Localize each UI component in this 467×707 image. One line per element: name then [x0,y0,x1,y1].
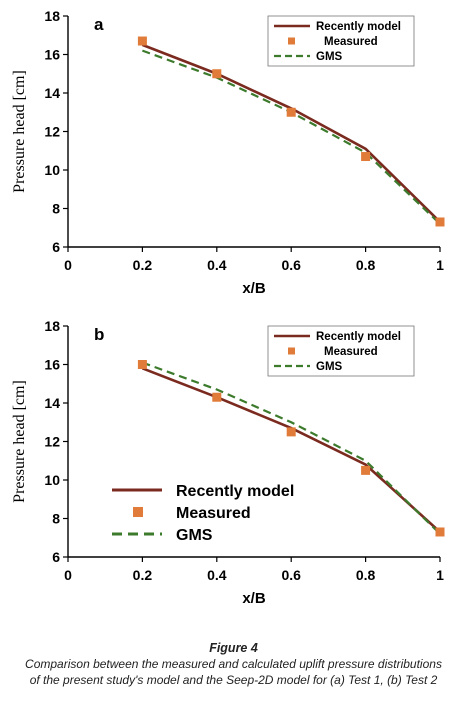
figure-caption: Figure 4 Comparison between the measured… [0,640,467,688]
panel-a-legend-entry: GMS [316,51,343,63]
panel-a-measured-point [435,217,445,227]
panel-b-y-tick-label: 14 [44,395,60,411]
panel-a-y-tick-label: 10 [44,162,60,178]
figure-label: Figure 4 [209,641,258,655]
chart-a: 6 8 10 12 14 16 18 0 0.2 0.4 0.6 0.8 1 Pressure head … [11,8,445,297]
panel-a-x-tick-label: 0.8 [356,257,376,273]
panel-b-measured-point [361,465,371,475]
panel-a-legend-entry: Recently model [316,21,401,33]
panel-b-measured-point [212,392,222,402]
panel-b-x-tick-label: 0.8 [356,567,376,583]
panel-b-legend-entry: Measured [324,346,378,358]
panel-b-measured-point [286,427,296,437]
panel-b-x-axis-label: x/B [242,590,266,607]
inset-legend-entry: Measured [176,505,251,522]
panel-b-x-tick-label: 0 [64,567,72,583]
panel-a-y-tick-label: 12 [44,124,60,140]
panel-a-x-tick-label: 0.2 [133,257,153,273]
panel-b-x-tick-label: 0.4 [207,567,227,583]
panel-b-y-tick-label: 10 [44,472,60,488]
panel-b-measured-point [137,360,147,369]
panel-a-x-tick-label: 0.6 [281,257,301,273]
panel-b-series-gms-line [142,361,441,535]
panel-a-y-tick-label: 18 [44,8,60,24]
inset-legend-entry: Recently model [176,483,294,500]
panel-a-y-tick-label: 6 [52,239,60,255]
panel-a-y-axis-label: Pressure head [cm] [11,70,28,193]
panel-a-x-tick-label: 0 [64,257,72,273]
inset-legend-measured-swatch [133,507,143,517]
panel-b-y-tick-label: 18 [44,318,60,334]
panel-a-series-recently-model-line [141,43,441,223]
panel-a-label: a [94,15,104,34]
panel-a-measured-point [361,152,371,162]
panel-b-legend-entry: GMS [316,361,343,373]
panel-a-series-gms-line [142,49,441,225]
panel-b-y-tick-label: 8 [52,511,60,527]
panel-b-x-tick-label: 1 [436,567,444,583]
panel-b-y-axis-label: Pressure head [cm] [11,380,28,503]
panel-a-legend-entry: Measured [324,36,378,48]
caption-line-1: Comparison between the measured and calc… [25,657,442,671]
panel-b-y-tick-label: 16 [44,357,60,373]
panel-a-y-tick-label: 8 [52,201,60,217]
panel-b-legend-measured-swatch [288,347,295,355]
panel-b-y-tick-label: 12 [44,434,60,450]
panel-b-measured-point [435,527,445,537]
chart-b: 6 8 10 12 14 16 18 0 0.2 0.4 0.6 0.8 1 Pressure head … [11,318,445,607]
caption-line-2: of the present study's model and the See… [29,673,438,687]
inset-legend-entry: GMS [176,527,213,544]
panel-a-measured-point [212,69,222,79]
panel-a-y-tick-label: 16 [44,47,60,63]
panel-a-measured-point [286,107,296,117]
panel-a-x-tick-label: 0.4 [207,257,227,273]
panel-b-legend-entry: Recently model [316,331,401,343]
panel-b-y-tick-label: 6 [52,549,60,565]
panel-b-label: b [94,325,104,344]
panel-a-x-tick-label: 1 [436,257,444,273]
panel-a-measured-point [137,36,147,46]
panel-a-x-axis-label: x/B [242,280,266,297]
panel-a-legend-measured-swatch [288,37,295,45]
panel-b-x-tick-label: 0.6 [281,567,301,583]
panel-b-x-tick-label: 0.2 [133,567,153,583]
panel-a-y-tick-label: 14 [44,85,60,101]
